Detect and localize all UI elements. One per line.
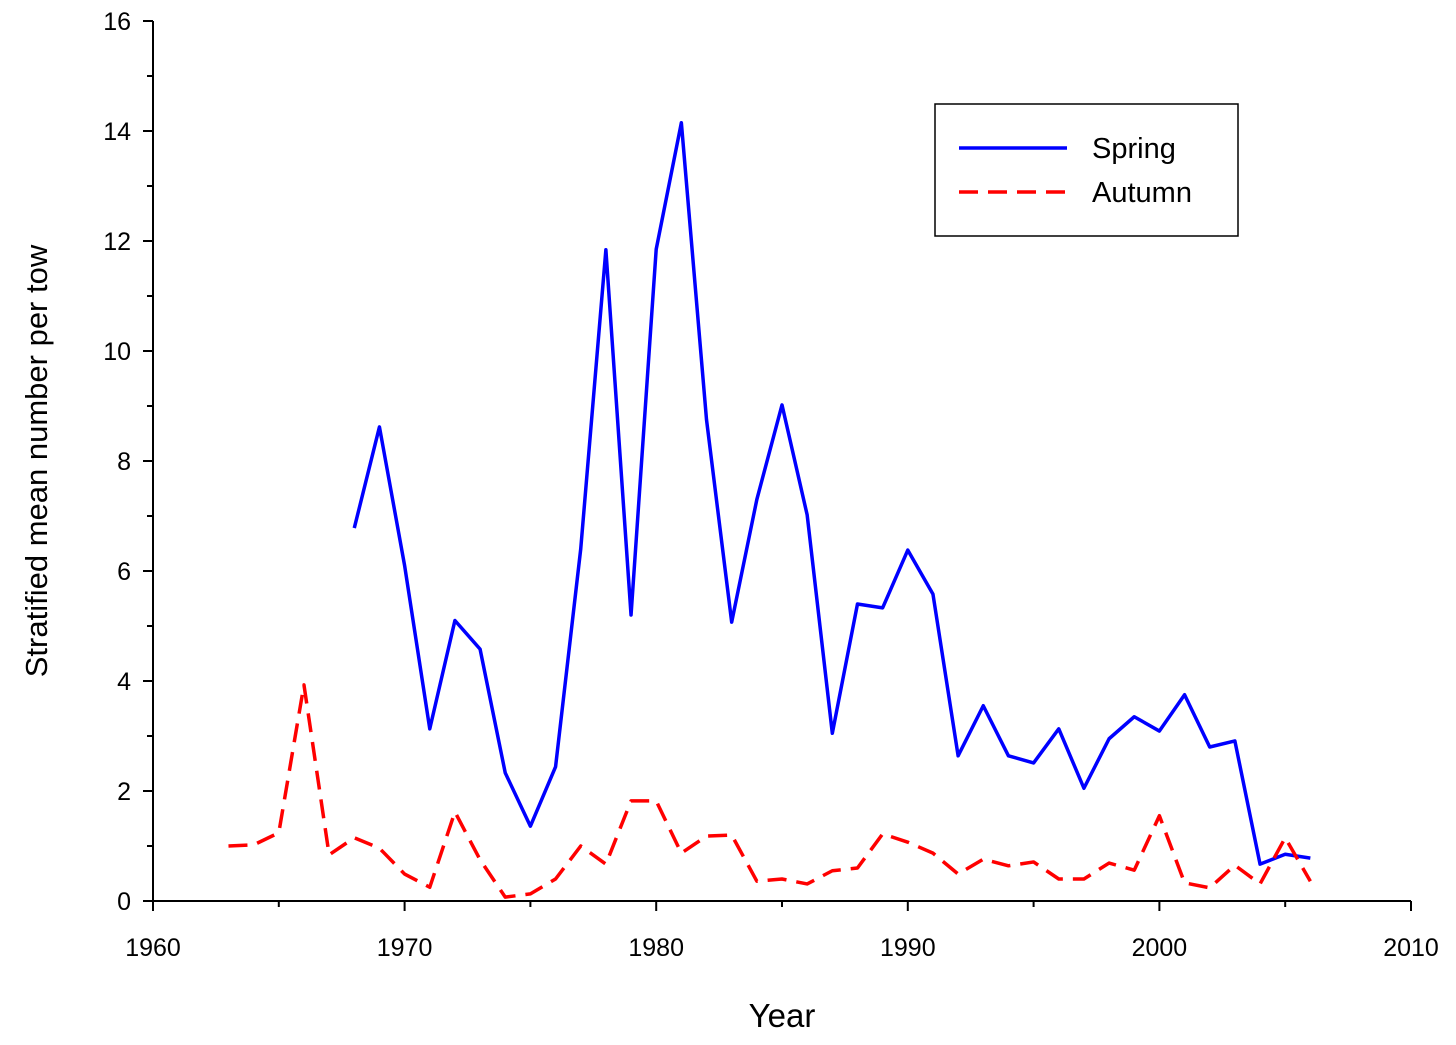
x-axis-label: Year [749, 997, 816, 1034]
legend-label: Autumn [1092, 177, 1192, 209]
x-tick-label: 1970 [377, 934, 433, 962]
y-tick-label: 10 [103, 338, 131, 366]
y-tick-label: 0 [117, 888, 131, 916]
x-tick-label: 1980 [628, 934, 684, 962]
y-tick-label: 12 [103, 228, 131, 256]
legend-label: Spring [1092, 133, 1176, 165]
legend-box [934, 103, 1239, 237]
x-tick-label: 1960 [125, 934, 181, 962]
y-axis-label: Stratified mean number per tow [19, 244, 54, 677]
y-tick-label: 6 [117, 558, 131, 586]
x-tick-label: 1990 [880, 934, 936, 962]
x-tick-label: 2010 [1383, 934, 1439, 962]
x-tick-label: 2000 [1132, 934, 1188, 962]
data-line [228, 683, 1312, 899]
y-tick-label: 8 [117, 448, 131, 476]
y-tick-label: 2 [117, 778, 131, 806]
y-tick-label: 16 [103, 8, 131, 36]
y-tick-label: 14 [103, 118, 131, 146]
data-line [352, 121, 1311, 866]
y-tick-label: 4 [117, 668, 131, 696]
